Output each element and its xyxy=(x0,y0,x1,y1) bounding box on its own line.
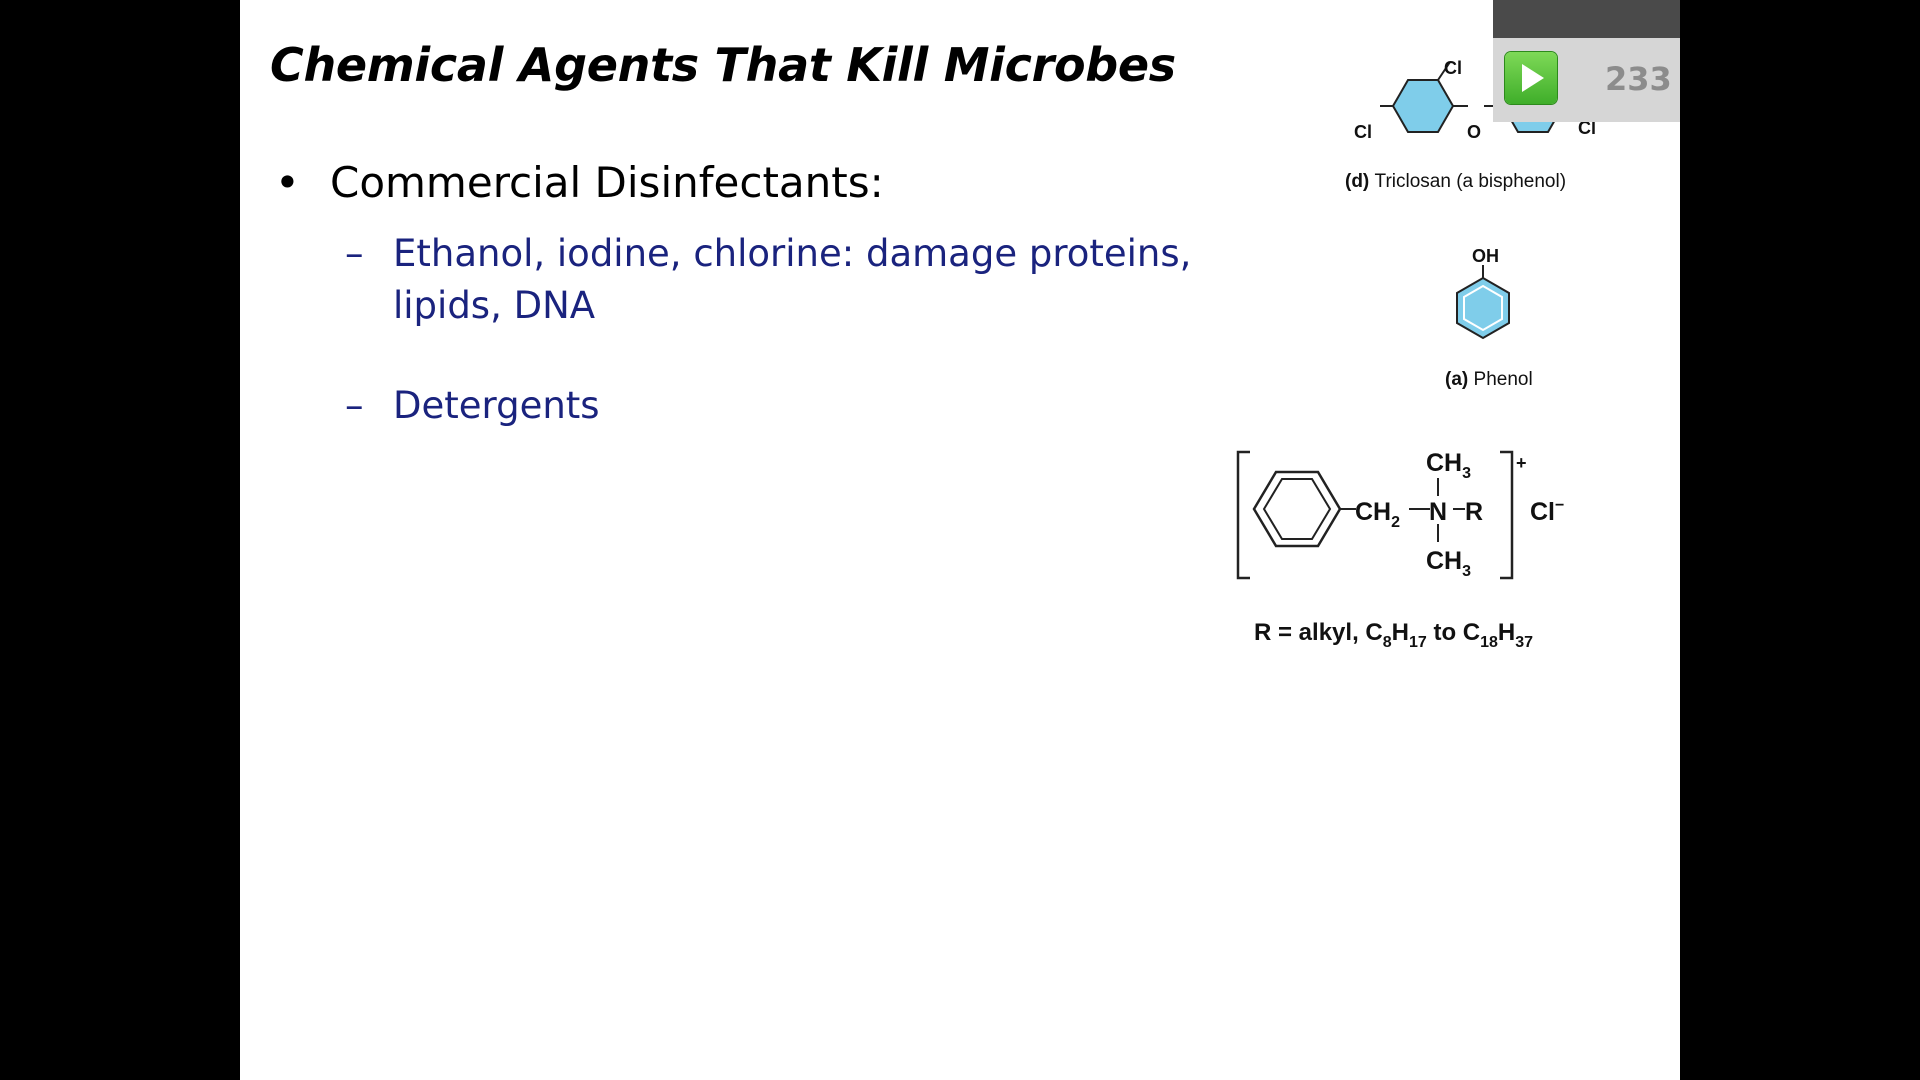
bullet-text: Commercial Disinfectants: xyxy=(330,158,884,207)
quaternary-ammonium-structure: CH2 N R CH3 CH3 + Cl− R = alkyl, C8H17 t… xyxy=(1236,449,1564,651)
triclosan-atom-cl-top: Cl xyxy=(1444,58,1462,78)
plus-charge: + xyxy=(1516,453,1527,473)
alkyl-footnote: R = alkyl, C8H17 to C18H37 xyxy=(1254,619,1533,651)
triclosan-atom-cl-left: Cl xyxy=(1354,122,1372,142)
slide-number: 233 xyxy=(1605,60,1672,98)
slide-title: Chemical Agents That Kill Microbes xyxy=(270,38,1176,92)
ch2-group: CH2 xyxy=(1355,498,1400,531)
right-bracket xyxy=(1500,450,1514,580)
ch3-top: CH3 xyxy=(1426,449,1471,482)
sub-bullet-detergents: – Detergents xyxy=(345,380,1233,432)
triclosan-ring-left xyxy=(1391,79,1455,133)
sub-bullet-text: Detergents xyxy=(393,384,600,427)
phenol-caption: (a) Phenol xyxy=(1445,369,1533,390)
phenol-atom-oh: OH xyxy=(1472,246,1499,266)
left-bracket xyxy=(1236,450,1250,580)
nitrogen-atom: N xyxy=(1429,498,1447,526)
play-button[interactable] xyxy=(1505,52,1557,104)
player-overlay: 233 xyxy=(1493,0,1680,122)
triclosan-atom-cl-right: Cl xyxy=(1578,118,1596,138)
play-icon xyxy=(1522,64,1544,92)
triclosan-structure: Cl Cl O Cl (d) Triclosan (a bisphenol) xyxy=(1345,58,1596,192)
bullet-commercial-disinfectants: • Commercial Disinfectants: xyxy=(275,158,884,207)
r-group: R xyxy=(1465,498,1483,526)
slide: Chemical Agents That Kill Microbes • Comm… xyxy=(240,0,1680,1080)
sub-bullet-text: Ethanol, iodine, chlorine: damage protei… xyxy=(393,232,1192,327)
overlay-top-bar xyxy=(1493,0,1680,38)
dash-marker: – xyxy=(345,384,364,427)
phenol-structure: OH (a) Phenol xyxy=(1445,246,1533,390)
triclosan-caption: (d) Triclosan (a bisphenol) xyxy=(1345,171,1566,192)
bullet-dot: • xyxy=(275,158,300,207)
chemical-structures-diagram: Cl Cl O Cl (d) Triclosan (a bisphenol) O… xyxy=(1236,58,1596,651)
dash-marker: – xyxy=(345,232,364,275)
ch3-bottom: CH3 xyxy=(1426,547,1471,580)
triclosan-atom-o: O xyxy=(1467,122,1481,142)
sub-bullet-ethanol: – Ethanol, iodine, chlorine: damage prot… xyxy=(345,228,1233,332)
benzene-ring xyxy=(1252,470,1342,548)
chloride-ion: Cl− xyxy=(1530,497,1564,526)
